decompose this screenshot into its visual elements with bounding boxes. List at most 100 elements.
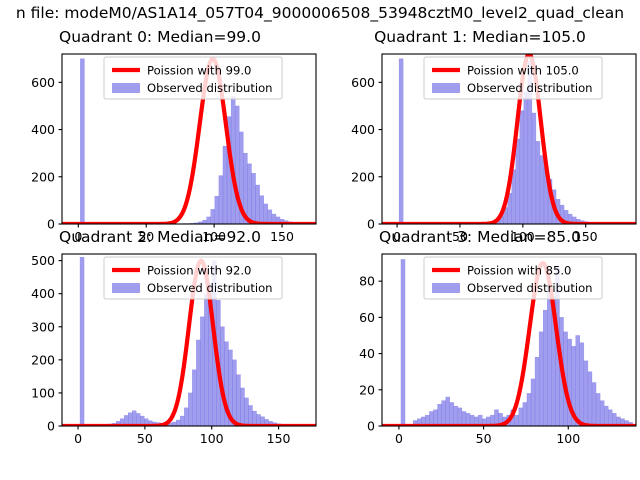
histogram-bar — [180, 415, 185, 426]
y-tick-label: 400 — [31, 122, 55, 137]
histogram-bar — [192, 369, 197, 426]
x-tick-label: 50 — [138, 229, 154, 244]
histogram-bar — [247, 163, 252, 224]
histogram-bar — [267, 209, 273, 224]
histogram-bar — [263, 203, 268, 224]
histogram-bar — [248, 405, 253, 426]
histogram-bar — [519, 110, 525, 224]
histogram-bar — [539, 155, 545, 224]
histogram-bar — [531, 112, 537, 224]
histogram-bar — [259, 195, 264, 224]
legend[interactable]: Poission with 99.0 Observed distribution — [103, 56, 283, 100]
histogram-bar — [511, 169, 516, 224]
histogram-bar — [523, 91, 529, 224]
histogram-bar — [206, 216, 211, 224]
y-tick-label: 0 — [47, 217, 55, 232]
legend-label-observed: Observed distribution — [467, 81, 593, 95]
histogram-bar — [79, 257, 85, 426]
x-tick-label: 50 — [452, 229, 468, 244]
legend-swatch-observed — [432, 83, 460, 93]
plot-area[interactable]: 0 50 100 150 0 200 400 600 Poission with 99.0 Obs… — [0, 28, 320, 244]
histogram-bar — [429, 411, 434, 426]
histogram-bar — [200, 316, 205, 426]
poisson-model-line — [62, 258, 316, 426]
x-tick-label: 100 — [200, 431, 224, 446]
histogram-bar — [603, 405, 609, 426]
histogram-bar — [518, 407, 524, 426]
x-tick-label: 50 — [476, 431, 492, 446]
y-tick-label: 300 — [31, 319, 55, 334]
histogram-bar — [579, 342, 585, 426]
histogram-bar — [587, 371, 593, 426]
legend[interactable]: Poission with 92.0 Observed distribution — [103, 256, 283, 300]
histogram-bar — [453, 405, 459, 426]
legend[interactable]: Poission with 85.0 Observed distribution — [423, 256, 603, 300]
histogram-bar — [547, 284, 552, 426]
histogram-bar — [184, 407, 189, 426]
histogram-bar — [461, 411, 467, 426]
histogram-bar — [591, 382, 597, 426]
figure-suptitle: n file: modeM0/AS1A14_057T04_9000006508_… — [15, 4, 625, 22]
legend-swatch-observed — [112, 283, 140, 293]
legend-swatch-observed — [432, 283, 460, 293]
y-tick-label: 20 — [359, 382, 375, 397]
subplot-quadrant-2: Quadrant 2: Median=92.0 0 50 100 150 0 100 200… — [0, 228, 320, 480]
x-tick-label: 150 — [270, 229, 294, 244]
histogram-bar — [445, 396, 450, 426]
legend-label-model: Poission with 92.0 — [147, 264, 251, 278]
legend-box — [423, 256, 603, 300]
plot-area[interactable]: 0 50 100 0 20 40 60 80 Poission with 85.0 Observe… — [320, 228, 640, 480]
histogram-bar — [457, 407, 463, 426]
y-tick-label: 80 — [359, 274, 375, 289]
plot-area[interactable]: 0 50 100 150 0 200 400 600 Poission with 105.0 Ob… — [320, 28, 640, 244]
histogram-bar — [441, 400, 446, 426]
histogram-bar — [543, 309, 548, 426]
legend-box — [423, 56, 603, 100]
histogram-bar — [236, 374, 241, 426]
histogram-bar — [131, 410, 137, 426]
legend-label-observed: Observed distribution — [147, 81, 273, 95]
histogram-bar — [449, 402, 454, 426]
histogram-bar — [202, 220, 207, 224]
histogram-bar — [437, 404, 442, 426]
poisson-model-line — [62, 56, 316, 224]
histogram-bar — [595, 393, 601, 426]
histogram-bar — [232, 359, 237, 426]
y-tick-label: 0 — [47, 419, 55, 434]
axes-frame — [381, 53, 637, 225]
y-tick-label: 600 — [31, 75, 55, 90]
histogram-bar — [214, 195, 220, 224]
legend-label-model: Poission with 85.0 — [467, 264, 571, 278]
histogram-bar — [535, 141, 541, 224]
histogram-bar — [583, 360, 589, 426]
subplot-quadrant-0: Quadrant 0: Median=99.0 0 50 100 150 0 200 400… — [0, 28, 320, 244]
histogram-bar — [526, 393, 532, 426]
x-tick-label: 0 — [74, 431, 82, 446]
y-tick-label: 0 — [367, 217, 375, 232]
histogram-bar — [514, 414, 520, 426]
y-tick-label: 400 — [31, 286, 55, 301]
y-tick-label: 100 — [31, 385, 55, 400]
legend[interactable]: Poission with 105.0 Observed distribution — [423, 56, 603, 100]
subplot-title: Quadrant 1: Median=105.0 — [374, 28, 586, 46]
histogram-bar — [433, 409, 438, 426]
histogram-bar — [515, 138, 521, 224]
subplot-title: Quadrant 2: Median=92.0 — [59, 228, 261, 246]
y-tick-label: 40 — [359, 346, 375, 361]
y-tick-label: 600 — [351, 75, 375, 90]
histogram-bar — [222, 145, 228, 224]
legend-box — [103, 256, 283, 300]
x-tick-label: 100 — [556, 431, 580, 446]
histogram-bar — [251, 173, 256, 224]
x-tick-label: 50 — [137, 431, 153, 446]
x-tick-label: 0 — [393, 229, 401, 244]
y-tick-label: 400 — [351, 122, 375, 137]
poisson-model-line — [382, 54, 636, 224]
histogram-bar — [240, 387, 245, 426]
histogram-bar — [80, 58, 85, 224]
x-tick-label: 150 — [574, 229, 598, 244]
y-tick-label: 200 — [31, 169, 55, 184]
x-tick-label: 0 — [395, 431, 403, 446]
